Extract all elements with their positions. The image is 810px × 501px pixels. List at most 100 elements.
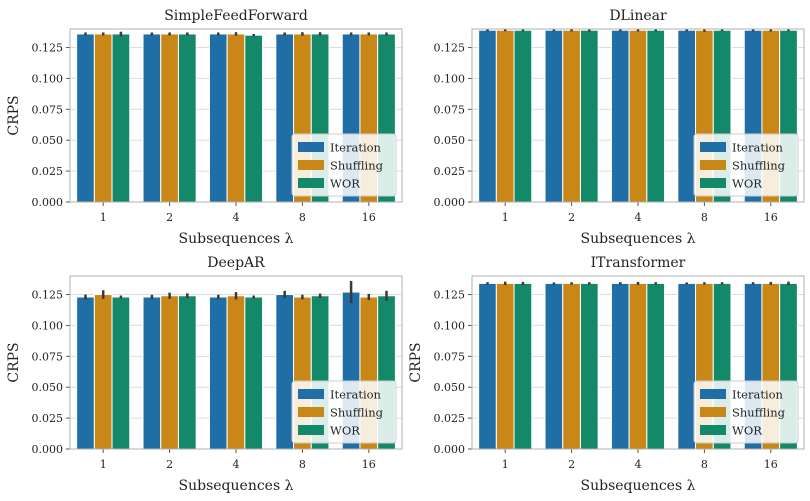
bar-iteration-2 [142, 33, 162, 203]
legend: Iteration Shuffling WOR [693, 133, 799, 197]
x-tick-label: 16 [764, 211, 778, 224]
y-tick-label: 0.100 [434, 72, 466, 85]
bar-wor-1 [111, 296, 131, 450]
bar-iteration-1 [478, 29, 497, 203]
y-tick-label: 0.025 [434, 412, 466, 425]
chart-title: DLinear [609, 8, 667, 24]
x-tick-label: 4 [233, 211, 240, 224]
legend-swatch-iteration [700, 389, 726, 399]
x-tick-label: 4 [635, 458, 642, 471]
x-tick-label: 1 [502, 211, 509, 224]
bar-wor-2 [177, 33, 197, 203]
x-tick-label: 8 [701, 211, 708, 224]
x-axis-label: Subsequences λ [179, 231, 294, 247]
x-tick-label: 4 [233, 458, 240, 471]
x-tick-label: 1 [502, 458, 509, 471]
bar-iteration-4 [610, 29, 630, 203]
x-tick-label: 1 [100, 458, 107, 471]
x-tick-label: 4 [635, 211, 642, 224]
bar-shuffling-2 [562, 282, 581, 450]
x-tick-label: 2 [568, 211, 575, 224]
x-tick-label: 8 [299, 458, 306, 471]
x-tick-label: 16 [362, 458, 376, 471]
bar-shuffling-4 [226, 33, 246, 203]
legend-label-shuffling: Shuffling [330, 406, 384, 420]
bar-iteration-8 [677, 282, 697, 450]
y-tick-label: 0.100 [32, 72, 64, 85]
bar-iteration-8 [275, 294, 295, 450]
y-tick-label: 0.050 [32, 134, 64, 147]
bar-iteration-2 [142, 296, 162, 450]
bar-wor-4 [244, 34, 264, 203]
legend-label-wor: WOR [732, 424, 762, 438]
bar-iteration-1 [76, 33, 95, 203]
y-tick-label: 0.100 [32, 319, 64, 332]
plot-frame [471, 28, 805, 203]
legend-swatch-shuffling [700, 407, 726, 417]
y-tick-label: 0.050 [32, 381, 64, 394]
y-tick-label: 0.075 [32, 350, 64, 363]
panel-4: 0.000 0.025 0.050 0.075 0.100 0.125 1 2 4 8 16 ITra… [408, 255, 805, 494]
y-tick-label: 0.075 [434, 103, 466, 116]
y-tick-label: 0.000 [434, 443, 466, 456]
bar-iteration-4 [208, 33, 228, 203]
legend-label-shuffling: Shuffling [732, 159, 786, 173]
chart-title: DeepAR [207, 255, 265, 271]
y-tick-label: 0.125 [32, 42, 64, 55]
legend-swatch-iteration [298, 389, 324, 399]
y-tick-label: 0.025 [434, 165, 466, 178]
bar-iteration-8 [275, 33, 295, 203]
legend-swatch-shuffling [700, 160, 726, 170]
x-tick-label: 8 [299, 211, 306, 224]
panel-1: 0.000 0.025 0.050 0.075 0.100 0.125 1 2 4 8 16 Simp… [6, 8, 403, 247]
legend-label-iteration: Iteration [732, 388, 784, 402]
bar-shuffling-1 [93, 294, 113, 450]
y-tick-label: 0.025 [32, 412, 64, 425]
legend-swatch-iteration [298, 142, 324, 152]
bar-shuffling-4 [628, 29, 648, 203]
bar-iteration-4 [610, 282, 630, 450]
bar-shuffling-4 [628, 282, 648, 450]
x-tick-label: 1 [100, 211, 107, 224]
legend: Iteration Shuffling WOR [693, 380, 799, 444]
legend-swatch-wor [700, 178, 726, 188]
bar-wor-4 [646, 282, 666, 450]
bar-iteration-2 [544, 29, 564, 203]
y-tick-label: 0.075 [434, 350, 466, 363]
x-tick-label: 2 [568, 458, 575, 471]
bar-shuffling-2 [160, 295, 179, 450]
bar-wor-4 [646, 29, 666, 203]
y-tick-label: 0.000 [434, 196, 466, 209]
y-tick-label: 0.125 [32, 289, 64, 302]
bar-shuffling-1 [93, 33, 113, 203]
chart-title: ITransformer [591, 255, 686, 271]
y-tick-label: 0.000 [32, 443, 64, 456]
legend-swatch-wor [298, 178, 324, 188]
x-tick-label: 2 [166, 458, 173, 471]
x-axis-label: Subsequences λ [581, 231, 696, 247]
legend-label-wor: WOR [330, 177, 360, 191]
y-tick-label: 0.100 [434, 319, 466, 332]
x-axis-label: Subsequences λ [179, 478, 294, 494]
y-tick-label: 0.050 [434, 381, 466, 394]
legend-swatch-wor [298, 425, 324, 435]
bar-shuffling-2 [562, 29, 581, 203]
plot-frame [69, 275, 403, 450]
bar-shuffling-1 [495, 282, 515, 450]
bar-shuffling-4 [226, 295, 246, 450]
legend-swatch-shuffling [298, 407, 324, 417]
plot-frame [69, 28, 403, 203]
legend-label-shuffling: Shuffling [732, 406, 786, 420]
bar-wor-2 [579, 282, 599, 450]
y-axis-label: CRPS [6, 95, 22, 135]
legend-label-wor: WOR [732, 177, 762, 191]
x-tick-label: 8 [701, 458, 708, 471]
bar-iteration-8 [677, 29, 697, 203]
y-axis-label: CRPS [408, 342, 424, 382]
bar-wor-1 [513, 29, 533, 203]
y-tick-label: 0.050 [434, 134, 466, 147]
x-tick-label: 16 [764, 458, 778, 471]
panel-3: 0.000 0.025 0.050 0.075 0.100 0.125 1 2 4 8 16 Deep… [6, 255, 403, 494]
y-axis-label: CRPS [6, 342, 22, 382]
